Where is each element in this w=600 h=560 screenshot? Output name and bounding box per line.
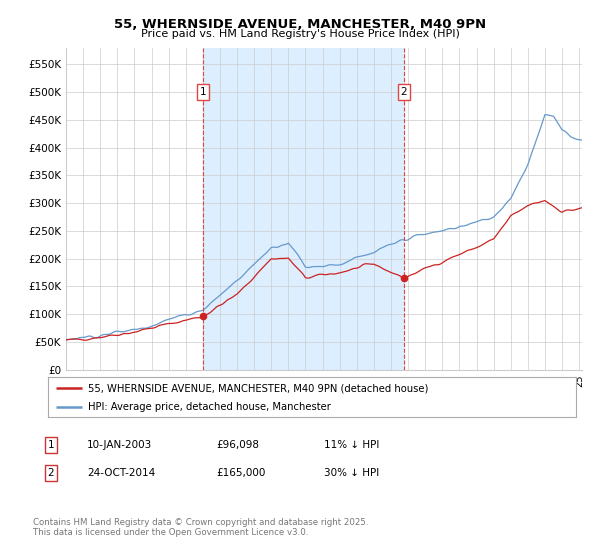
Text: 1: 1 <box>200 87 206 97</box>
Text: 10-JAN-2003: 10-JAN-2003 <box>87 440 152 450</box>
Text: HPI: Average price, detached house, Manchester: HPI: Average price, detached house, Manc… <box>88 402 331 412</box>
Text: £165,000: £165,000 <box>216 468 265 478</box>
Text: 11% ↓ HPI: 11% ↓ HPI <box>324 440 379 450</box>
Text: £96,098: £96,098 <box>216 440 259 450</box>
Text: Contains HM Land Registry data © Crown copyright and database right 2025.
This d: Contains HM Land Registry data © Crown c… <box>33 518 368 538</box>
Text: 55, WHERNSIDE AVENUE, MANCHESTER, M40 9PN: 55, WHERNSIDE AVENUE, MANCHESTER, M40 9P… <box>114 18 486 31</box>
Text: 24-OCT-2014: 24-OCT-2014 <box>87 468 155 478</box>
Text: 2: 2 <box>401 87 407 97</box>
Text: 55, WHERNSIDE AVENUE, MANCHESTER, M40 9PN (detached house): 55, WHERNSIDE AVENUE, MANCHESTER, M40 9P… <box>88 383 428 393</box>
Text: 30% ↓ HPI: 30% ↓ HPI <box>324 468 379 478</box>
Text: 1: 1 <box>47 440 55 450</box>
Bar <box>203 48 404 370</box>
Text: Price paid vs. HM Land Registry's House Price Index (HPI): Price paid vs. HM Land Registry's House … <box>140 29 460 39</box>
Text: 2: 2 <box>47 468 55 478</box>
